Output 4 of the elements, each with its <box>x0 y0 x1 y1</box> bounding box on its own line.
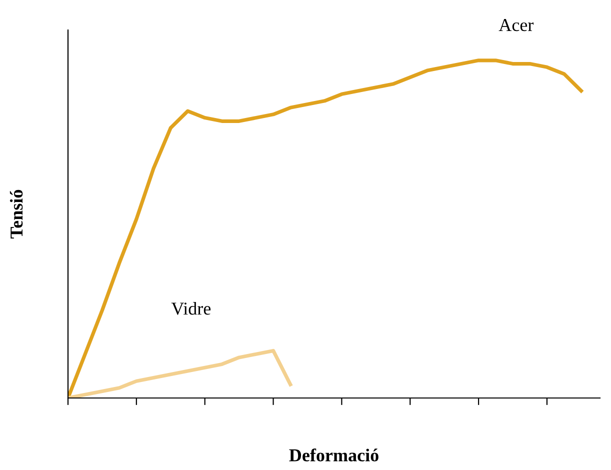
y-axis-title: Tensió <box>10 190 23 238</box>
text: Vidre <box>171 302 211 315</box>
x-axis-title: Deformació <box>289 448 378 462</box>
series-label: Acer <box>498 19 534 32</box>
